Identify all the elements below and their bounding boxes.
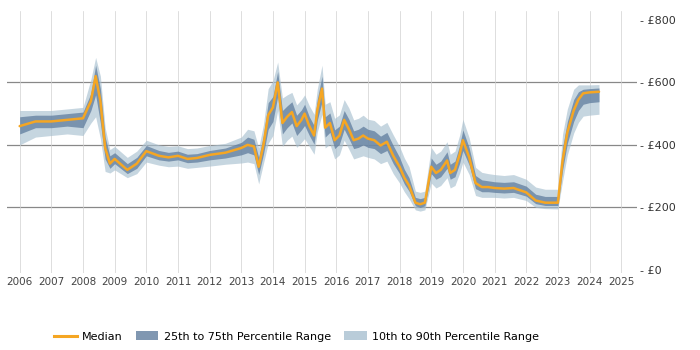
Legend: Median, 25th to 75th Percentile Range, 10th to 90th Percentile Range: Median, 25th to 75th Percentile Range, 1…	[50, 327, 544, 346]
